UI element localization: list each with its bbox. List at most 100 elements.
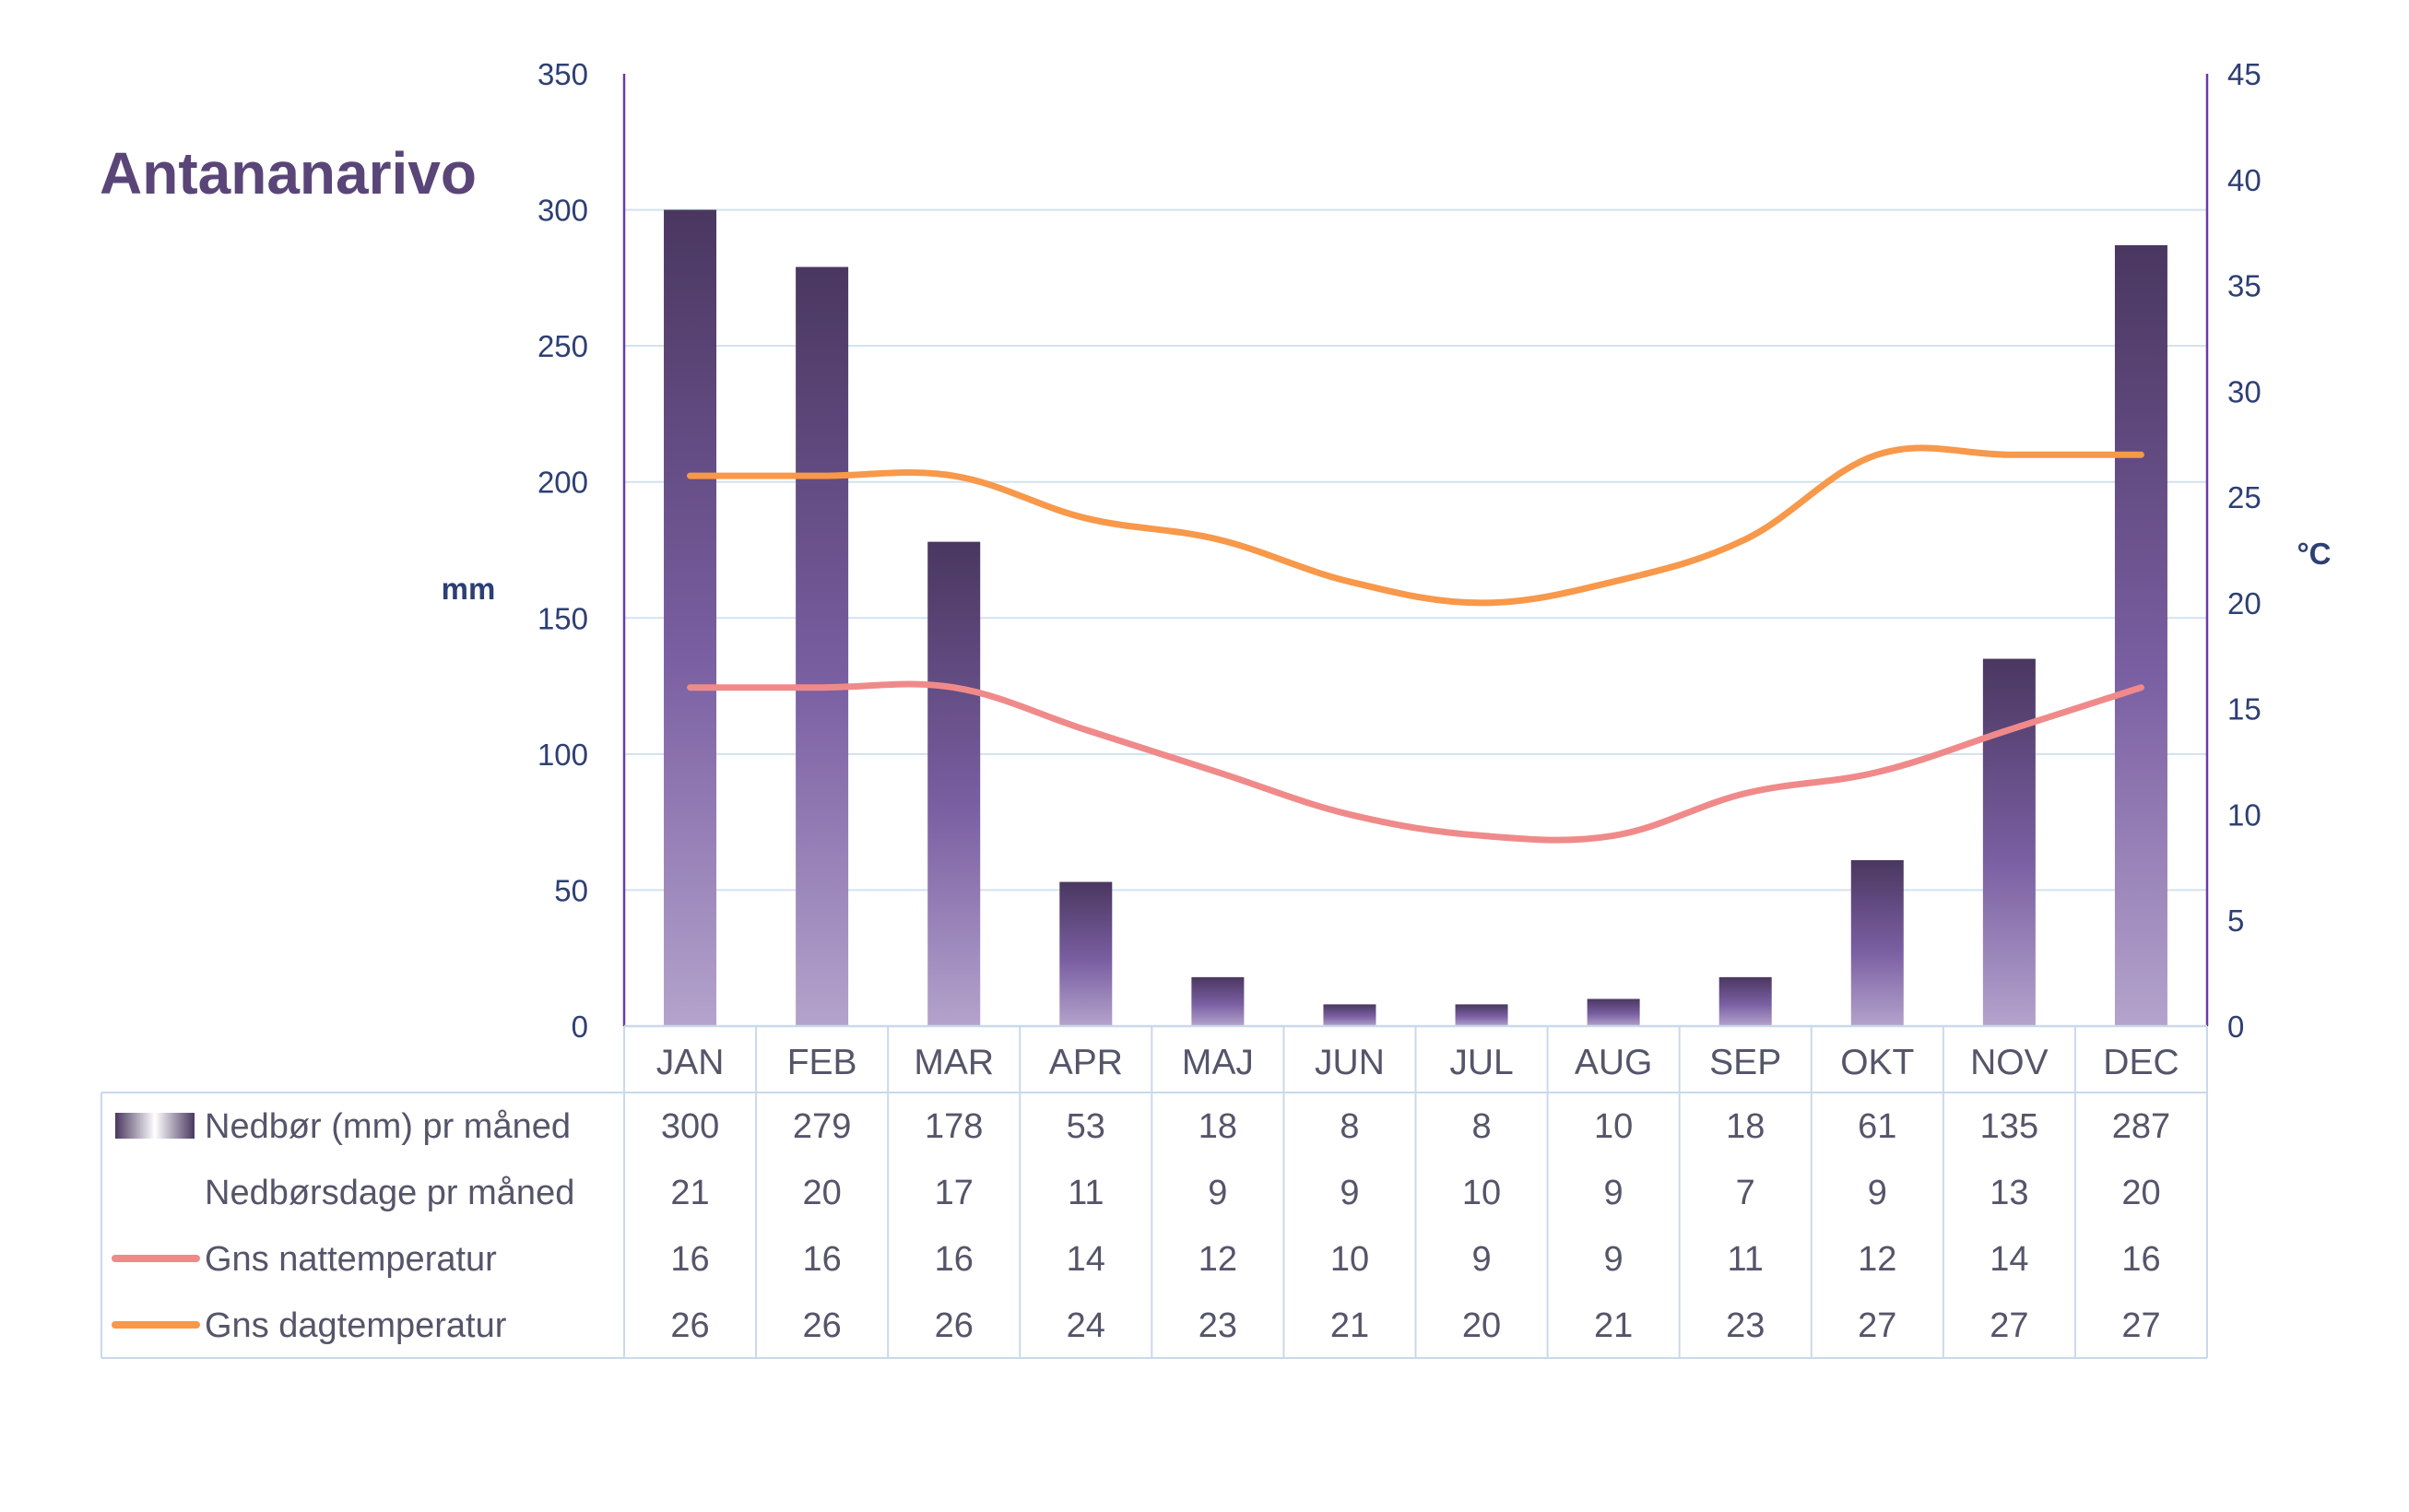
- table-cell-value: 12: [1858, 1240, 1896, 1279]
- legend-swatch-bar: [115, 1113, 195, 1139]
- table-cell-value: 7: [1736, 1174, 1755, 1212]
- table-cell-value: 24: [1067, 1306, 1105, 1345]
- series-label: Gns nattemperatur: [205, 1240, 497, 1279]
- temperature-line: [687, 444, 2144, 607]
- table-cell-value: 11: [1727, 1240, 1763, 1279]
- precipitation-bar: [2114, 244, 2167, 1026]
- left-tick-label: 100: [537, 738, 588, 772]
- table-cell-value: 23: [1726, 1306, 1765, 1345]
- left-tick-label: 250: [537, 329, 588, 363]
- table-cell-value: 9: [1471, 1240, 1491, 1279]
- table-cell-value: 8: [1471, 1107, 1491, 1146]
- table-cell-value: 135: [1980, 1107, 2038, 1146]
- table-cell-value: 53: [1067, 1107, 1105, 1146]
- left-axis-label: mm: [442, 572, 496, 606]
- table-cell-value: 10: [1330, 1240, 1369, 1279]
- precipitation-bar: [664, 209, 717, 1027]
- left-tick-label: 50: [554, 873, 588, 907]
- table-cell-value: 9: [1868, 1174, 1887, 1212]
- data-table: JAN FEB MAR APR MAJ JUN JUL AUG SEP OKT NOV DEC Nedb…: [100, 1026, 2208, 1359]
- precipitation-bar: [1191, 976, 1245, 1026]
- left-tick-label: 0: [572, 1010, 588, 1044]
- precipitation-bar: [927, 541, 981, 1026]
- table-cell-value: 21: [670, 1174, 709, 1212]
- right-tick-label: 10: [2227, 797, 2261, 832]
- temperature-line: [687, 680, 2144, 844]
- precipitation-bar: [1850, 859, 1904, 1026]
- table-cell-value: 13: [1990, 1174, 2028, 1212]
- precipitation-bars: [664, 209, 2167, 1027]
- category-label: AUG: [1575, 1043, 1653, 1082]
- right-tick-label: 40: [2227, 163, 2261, 197]
- table-cell-value: 10: [1594, 1107, 1633, 1146]
- table-cell-value: 21: [1330, 1306, 1369, 1345]
- category-label: NOV: [1970, 1043, 2049, 1082]
- category-label: APR: [1049, 1043, 1123, 1082]
- table-cell-value: 26: [802, 1306, 841, 1345]
- right-tick-label: 45: [2227, 57, 2261, 91]
- table-cell-value: 279: [793, 1107, 851, 1146]
- right-tick-label: 5: [2227, 904, 2244, 938]
- series-label: Nedbørsdage pr måned: [205, 1174, 574, 1212]
- category-label: MAR: [914, 1043, 994, 1082]
- category-label: MAJ: [1182, 1043, 1254, 1082]
- left-axis-ticks: 0 50 100 150 200 250 300 350: [537, 57, 588, 1044]
- category-label: DEC: [2103, 1043, 2179, 1082]
- table-cell-value: 27: [1990, 1306, 2028, 1345]
- category-label: JUL: [1449, 1043, 1513, 1082]
- category-label: OKT: [1840, 1043, 1914, 1082]
- table-cell-value: 61: [1858, 1107, 1896, 1146]
- precipitation-bar: [1982, 658, 2036, 1026]
- precipitation-bar: [1059, 881, 1113, 1026]
- left-tick-label: 300: [537, 194, 588, 228]
- table-cell-value: 12: [1199, 1240, 1237, 1279]
- right-tick-label: 0: [2227, 1010, 2244, 1044]
- precipitation-bar: [1323, 1004, 1376, 1026]
- right-axis-label: °C: [2297, 537, 2331, 571]
- category-label: SEP: [1709, 1043, 1781, 1082]
- table-cell-value: 18: [1726, 1107, 1765, 1146]
- table-cell-value: 287: [2112, 1107, 2170, 1146]
- precipitation-bar: [796, 266, 849, 1027]
- table-cell-value: 8: [1340, 1107, 1359, 1146]
- table-cell-value: 20: [802, 1174, 841, 1212]
- table-cell-value: 14: [1067, 1240, 1105, 1279]
- table-cell-value: 9: [1604, 1240, 1624, 1279]
- table-cell-value: 9: [1340, 1174, 1359, 1212]
- right-tick-label: 15: [2227, 692, 2261, 726]
- table-cell-value: 10: [1462, 1174, 1501, 1212]
- category-label: FEB: [787, 1043, 857, 1082]
- category-label: JAN: [656, 1043, 725, 1082]
- gridlines: [624, 208, 2207, 892]
- table-cell-value: 21: [1594, 1306, 1633, 1345]
- precipitation-bar: [1718, 976, 1772, 1026]
- series-label: Gns dagtemperatur: [205, 1306, 507, 1345]
- series-label: Nedbør (mm) pr måned: [205, 1107, 571, 1146]
- table-cell-value: 9: [1208, 1174, 1227, 1212]
- right-axis-ticks: 0 5 10 15 20 25 30 35 40 45: [2227, 57, 2261, 1044]
- left-tick-label: 200: [537, 466, 588, 500]
- table-cell-value: 178: [925, 1107, 983, 1146]
- axis-lines: [622, 74, 2209, 1028]
- right-tick-label: 25: [2227, 480, 2261, 514]
- table-cell-value: 20: [2121, 1174, 2160, 1212]
- category-label: JUN: [1315, 1043, 1385, 1082]
- right-tick-label: 30: [2227, 374, 2261, 408]
- right-tick-label: 20: [2227, 586, 2261, 620]
- table-cell-value: 26: [935, 1306, 974, 1345]
- table-cell-value: 16: [2121, 1240, 2160, 1279]
- temperature-lines: [687, 444, 2144, 844]
- chart-title: Antananarivo: [100, 140, 477, 207]
- table-cell-value: 23: [1199, 1306, 1237, 1345]
- table-cell-value: 300: [661, 1107, 719, 1146]
- left-tick-label: 150: [537, 601, 588, 635]
- table-cell-value: 27: [1858, 1306, 1896, 1345]
- left-tick-label: 350: [537, 57, 588, 91]
- table-cell-value: 20: [1462, 1306, 1501, 1345]
- table-cell-value: 16: [670, 1240, 709, 1279]
- table-cell-value: 14: [1990, 1240, 2028, 1279]
- table-cell-value: 16: [802, 1240, 841, 1279]
- right-tick-label: 35: [2227, 269, 2261, 303]
- table-cell-value: 27: [2121, 1306, 2160, 1345]
